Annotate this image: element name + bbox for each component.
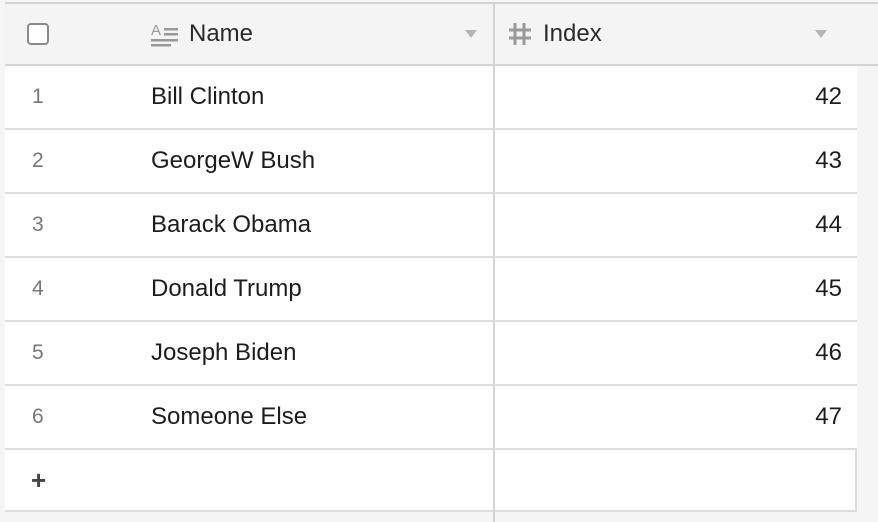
column-index-label: Index — [543, 20, 602, 47]
index-cell[interactable]: 44 — [815, 211, 842, 238]
column-menu-caret-icon[interactable] — [465, 30, 477, 38]
table-row[interactable]: 1 Bill Clinton 42 — [5, 66, 857, 130]
index-cell[interactable]: 47 — [815, 403, 842, 430]
table-row[interactable]: 4 Donald Trump 45 — [5, 258, 857, 322]
name-cell[interactable]: GeorgeW Bush — [151, 147, 316, 174]
index-cell[interactable]: 42 — [815, 83, 842, 110]
text-field-icon: A — [151, 22, 178, 47]
table-row[interactable]: 5 Joseph Biden 46 — [5, 322, 857, 386]
column-name-label: Name — [189, 20, 254, 47]
name-cell[interactable]: Donald Trump — [151, 275, 302, 302]
table-row[interactable]: 2 GeorgeW Bush 43 — [5, 130, 857, 194]
name-cell[interactable]: Joseph Biden — [151, 339, 297, 366]
add-row-button[interactable]: + — [5, 450, 857, 512]
grid-header: A Name Index — [5, 2, 878, 66]
number-field-icon — [509, 23, 531, 45]
column-header-name[interactable]: A Name — [149, 20, 253, 48]
row-number: 3 — [32, 213, 44, 236]
name-cell[interactable]: Someone Else — [151, 403, 308, 430]
column-divider — [493, 510, 495, 522]
index-cell[interactable]: 46 — [815, 339, 842, 366]
row-number: 2 — [32, 149, 44, 172]
index-cell[interactable]: 45 — [815, 275, 842, 302]
plus-icon[interactable]: + — [31, 464, 47, 495]
row-number: 4 — [32, 277, 44, 300]
row-number: 5 — [32, 341, 44, 364]
name-cell[interactable]: Barack Obama — [151, 211, 312, 238]
svg-text:A: A — [151, 22, 161, 39]
table-row[interactable]: 3 Barack Obama 44 — [5, 194, 857, 258]
row-number: 6 — [32, 405, 44, 428]
column-header-index[interactable]: Index — [507, 20, 602, 48]
table-row[interactable]: 6 Someone Else 47 — [5, 386, 857, 450]
select-all-checkbox[interactable] — [27, 23, 49, 45]
column-menu-caret-icon[interactable] — [815, 30, 827, 38]
index-cell[interactable]: 43 — [815, 147, 842, 174]
row-number: 1 — [32, 85, 44, 108]
name-cell[interactable]: Bill Clinton — [151, 83, 265, 110]
